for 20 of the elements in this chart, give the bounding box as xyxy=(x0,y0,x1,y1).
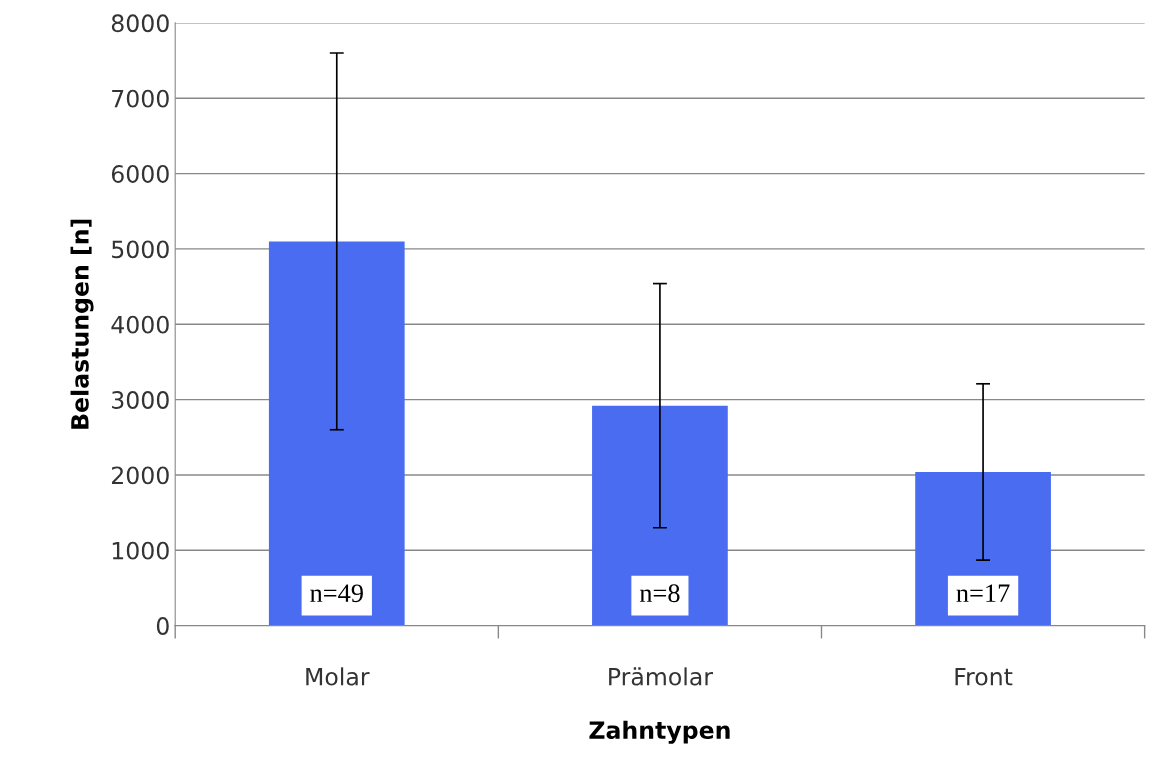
y-axis-title: Belastungen [n] xyxy=(70,219,94,429)
y-tick-label: 7000 xyxy=(112,89,169,108)
bar xyxy=(915,471,1051,626)
annotation: n=17 xyxy=(956,584,1010,602)
y-tick-label: 4000 xyxy=(111,315,169,334)
x-tick-label: Molar xyxy=(306,667,370,686)
bar xyxy=(268,241,405,626)
y-tick-label: 2000 xyxy=(111,466,169,485)
y-tick-label: 1000 xyxy=(112,541,169,560)
x-tick-label: Prämolar xyxy=(609,667,714,686)
y-tick-label: 0 xyxy=(156,617,169,635)
x-axis-title: Zahntypen xyxy=(589,720,730,744)
y-tick-label: 3000 xyxy=(112,391,169,409)
y-tick-label: 8000 xyxy=(111,14,169,33)
annotation: n=8 xyxy=(639,584,680,603)
x-tick-label: Front xyxy=(955,668,1013,686)
y-tick-label: 6000 xyxy=(111,165,169,183)
bar xyxy=(592,405,728,626)
y-tick-label: 5000 xyxy=(112,240,169,259)
annotation: n=49 xyxy=(310,584,363,603)
